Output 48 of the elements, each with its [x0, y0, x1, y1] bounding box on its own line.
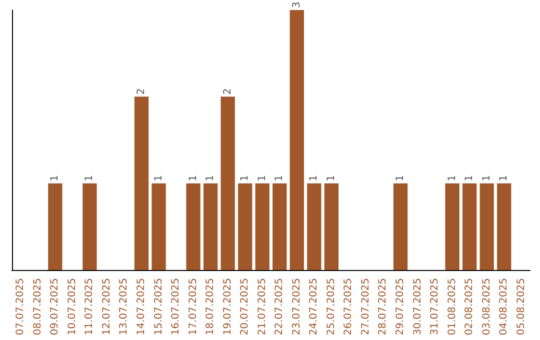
x-tick-label: 18.07.2025: [205, 278, 216, 336]
x-tick-label: 13.07.2025: [118, 278, 130, 336]
x-tick-label: 19.07.2025: [222, 278, 234, 336]
data-label: 1: [205, 174, 216, 182]
x-tick-label: 26.07.2025: [343, 278, 354, 336]
x-tick-label: 28.07.2025: [378, 278, 389, 336]
x-tick-label: 27.07.2025: [360, 278, 372, 336]
x-tick-label: 12.07.2025: [101, 278, 112, 336]
x-tick-label: 29.07.2025: [395, 278, 406, 336]
data-label: 1: [153, 174, 164, 182]
x-tick-label: 03.08.2025: [481, 278, 492, 336]
x-tick-label: 09.07.2025: [50, 278, 61, 336]
data-label: 1: [84, 174, 96, 182]
data-label: 1: [240, 174, 251, 182]
x-tick-label: 07.07.2025: [15, 278, 26, 336]
x-tick-label: 01.08.2025: [446, 278, 458, 336]
x-tick-label: 17.07.2025: [188, 278, 199, 336]
data-label: 1: [395, 174, 406, 182]
data-label: 1: [326, 174, 337, 182]
x-tick-label: 31.07.2025: [430, 278, 441, 336]
x-tick-label: 04.08.2025: [498, 278, 510, 336]
x-tick-label: 21.07.2025: [256, 278, 268, 336]
data-label: 2: [222, 88, 234, 95]
x-tick-label: 24.07.2025: [308, 278, 320, 336]
data-label: 1: [446, 174, 458, 182]
data-label: 1: [50, 174, 61, 182]
x-tick-label: 15.07.2025: [153, 278, 164, 336]
x-tick-label: 05.08.2025: [516, 278, 527, 336]
x-tick-label: 08.07.2025: [32, 278, 44, 336]
data-label: 1: [498, 174, 510, 182]
x-tick-label: 02.08.2025: [464, 278, 476, 336]
x-tick-label: 23.07.2025: [291, 278, 302, 336]
x-tick-label: 25.07.2025: [326, 278, 337, 336]
data-label: 1: [256, 174, 268, 182]
x-tick-label: 10.07.2025: [66, 278, 78, 336]
data-label: 1: [188, 174, 199, 182]
data-label: 1: [464, 174, 476, 182]
x-tick-label: 22.07.2025: [274, 278, 286, 336]
data-label: 1: [274, 174, 286, 182]
x-tick-label: 14.07.2025: [136, 278, 147, 336]
x-tick-label: 11.07.2025: [84, 278, 96, 336]
x-tick-label: 16.07.2025: [170, 278, 182, 336]
data-label: 2: [136, 88, 147, 95]
x-tick-label: 30.07.2025: [412, 278, 424, 336]
data-label: 3: [291, 2, 302, 8]
data-label: 1: [308, 174, 320, 182]
data-label: 1: [481, 174, 492, 182]
x-tick-label: 20.07.2025: [240, 278, 251, 336]
